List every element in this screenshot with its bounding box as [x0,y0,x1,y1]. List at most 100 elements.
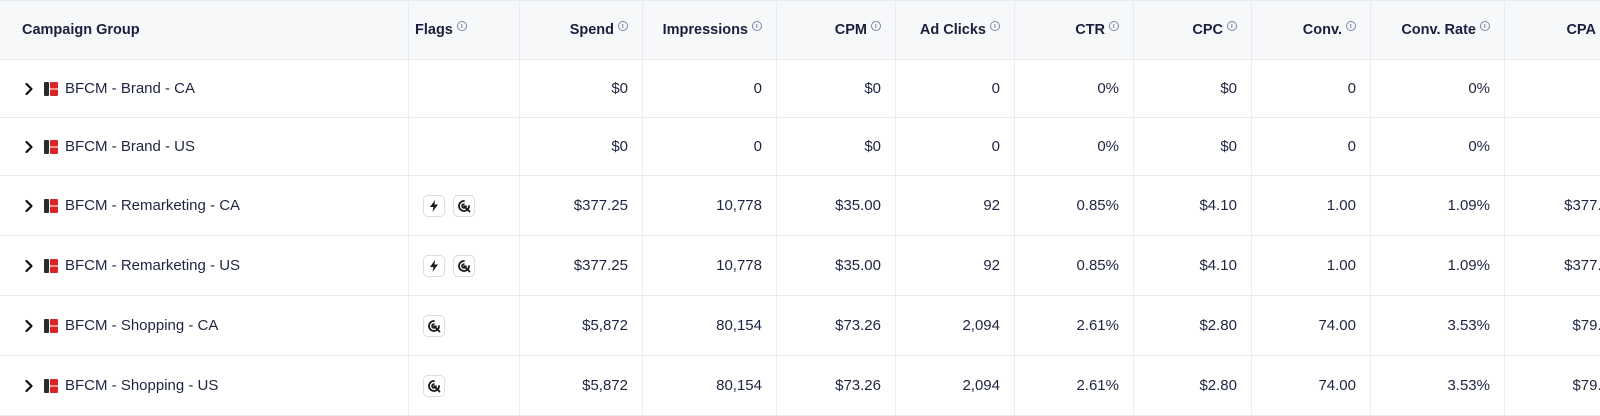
chevron-right-icon[interactable] [22,199,36,213]
cpc-value: $2.80 [1199,317,1237,334]
column-header-label: Impressions [662,22,748,38]
info-icon[interactable] [752,21,762,31]
info-icon[interactable] [871,21,881,31]
info-icon[interactable] [1109,21,1119,31]
target-flag-button[interactable] [453,194,475,217]
conv-value: 1.00 [1326,197,1356,214]
campaign-group-name[interactable]: BFCM - Remarketing - US [65,257,241,274]
brand-logo-icon [44,258,58,273]
spend-value: $377.25 [573,197,628,214]
campaign-group-name[interactable]: BFCM - Shopping - US [65,377,219,394]
table-row[interactable]: BFCM - Shopping - CA $5,872 80,154 $73.26 2,… [0,296,1600,356]
cpm-value: $0 [864,80,881,97]
column-header-conv-rate[interactable]: Conv. Rate [1371,1,1505,59]
cpc-value: $2.80 [1199,377,1237,394]
spend-cell: $377.25 [520,236,643,295]
column-header-conv[interactable]: Conv. [1252,1,1371,59]
campaign-group-cell: BFCM - Brand - US [0,118,409,175]
info-icon[interactable] [456,21,467,31]
target-flag-button[interactable] [423,374,445,397]
cpc-cell: $4.10 [1134,236,1252,295]
table-row[interactable]: BFCM - Brand - CA $0 0 $0 0 0% $0 0 0% $ [0,60,1600,118]
impressions-value: 10,778 [716,197,762,214]
cpm-cell: $35.00 [777,176,896,235]
column-header-label: Spend [569,22,614,38]
table-row[interactable]: BFCM - Remarketing - US $377.25 10,778 $35.… [0,236,1600,296]
column-header-ctr[interactable]: CTR [1015,1,1134,59]
lightning-icon [427,199,441,213]
column-header-flags[interactable]: Flags [409,1,520,59]
column-header-label: CPM [834,22,867,38]
campaign-group-cell: BFCM - Remarketing - CA [0,176,409,235]
table-row[interactable]: BFCM - Remarketing - CA $377.25 10,778 $35.… [0,176,1600,236]
cpa-cell: $79.3 [1505,356,1600,415]
impressions-value: 0 [753,138,762,155]
spend-cell: $0 [520,60,643,117]
info-icon[interactable] [1480,21,1490,31]
cpm-cell: $73.26 [777,356,896,415]
chevron-right-icon[interactable] [22,379,36,393]
lightning-icon [427,259,441,273]
info-icon[interactable] [618,21,628,31]
column-header-label: CPA [1566,22,1596,38]
column-header-cpa[interactable]: CPA [1505,1,1600,59]
column-header-cpm[interactable]: CPM [777,1,896,59]
column-header-campaign-group[interactable]: Campaign Group [0,1,409,59]
spend-value: $0 [611,138,628,155]
conv-cell: 74.00 [1252,356,1371,415]
campaign-group-cell: BFCM - Shopping - CA [0,296,409,355]
conv-value: 0 [1347,80,1356,97]
impressions-value: 80,154 [716,377,762,394]
target-flag-button[interactable] [453,254,475,277]
brand-logo-icon [44,318,58,333]
cpa-value: $377.2 [1564,257,1600,274]
campaign-group-name[interactable]: BFCM - Shopping - CA [65,317,219,334]
impressions-cell: 10,778 [643,236,777,295]
cpc-cell: $0 [1134,118,1252,175]
cpc-cell: $2.80 [1134,356,1252,415]
target-icon [427,319,441,333]
info-icon[interactable] [1227,21,1237,31]
ad-clicks-value: 92 [983,257,1000,274]
cpc-value: $0 [1220,138,1237,155]
info-icon[interactable] [990,21,1000,31]
flags-cell [409,60,520,117]
table-header: Campaign Group Flags Spend Impressions CPM Ad… [0,0,1600,60]
column-header-label: Ad Clicks [919,22,986,38]
spend-value: $377.25 [573,257,628,274]
chevron-right-icon[interactable] [22,82,36,96]
spend-cell: $5,872 [520,356,643,415]
cpm-value: $73.26 [835,377,881,394]
column-header-ad-clicks[interactable]: Ad Clicks [896,1,1015,59]
spend-cell: $5,872 [520,296,643,355]
column-header-spend[interactable]: Spend [520,1,643,59]
impressions-value: 80,154 [716,317,762,334]
lightning-flag-button[interactable] [423,194,445,217]
chevron-right-icon[interactable] [22,259,36,273]
table-row[interactable]: BFCM - Shopping - US $5,872 80,154 $73.26 2,… [0,356,1600,416]
cpa-cell: $ [1505,60,1600,117]
target-flag-button[interactable] [423,314,445,337]
campaign-group-name[interactable]: BFCM - Brand - CA [65,80,196,97]
cpm-value: $0 [864,138,881,155]
column-header-label: Conv. Rate [1401,22,1476,38]
cpa-cell: $377.2 [1505,176,1600,235]
chevron-right-icon[interactable] [22,140,36,154]
table-row[interactable]: BFCM - Brand - US $0 0 $0 0 0% $0 0 0% $ [0,118,1600,176]
chevron-right-icon[interactable] [22,319,36,333]
campaign-group-name[interactable]: BFCM - Brand - US [65,138,196,155]
cpc-cell: $2.80 [1134,296,1252,355]
campaign-group-cell: BFCM - Remarketing - US [0,236,409,295]
impressions-value: 0 [753,80,762,97]
campaign-group-name[interactable]: BFCM - Remarketing - CA [65,197,241,214]
column-header-impressions[interactable]: Impressions [643,1,777,59]
column-header-cpc[interactable]: CPC [1134,1,1252,59]
ctr-cell: 0.85% [1015,176,1134,235]
cpm-value: $35.00 [835,257,881,274]
info-icon[interactable] [1346,21,1356,31]
lightning-flag-button[interactable] [423,254,445,277]
conv-rate-cell: 0% [1371,118,1505,175]
flags-cell [409,176,520,235]
target-icon [457,259,471,273]
conv-cell: 74.00 [1252,296,1371,355]
